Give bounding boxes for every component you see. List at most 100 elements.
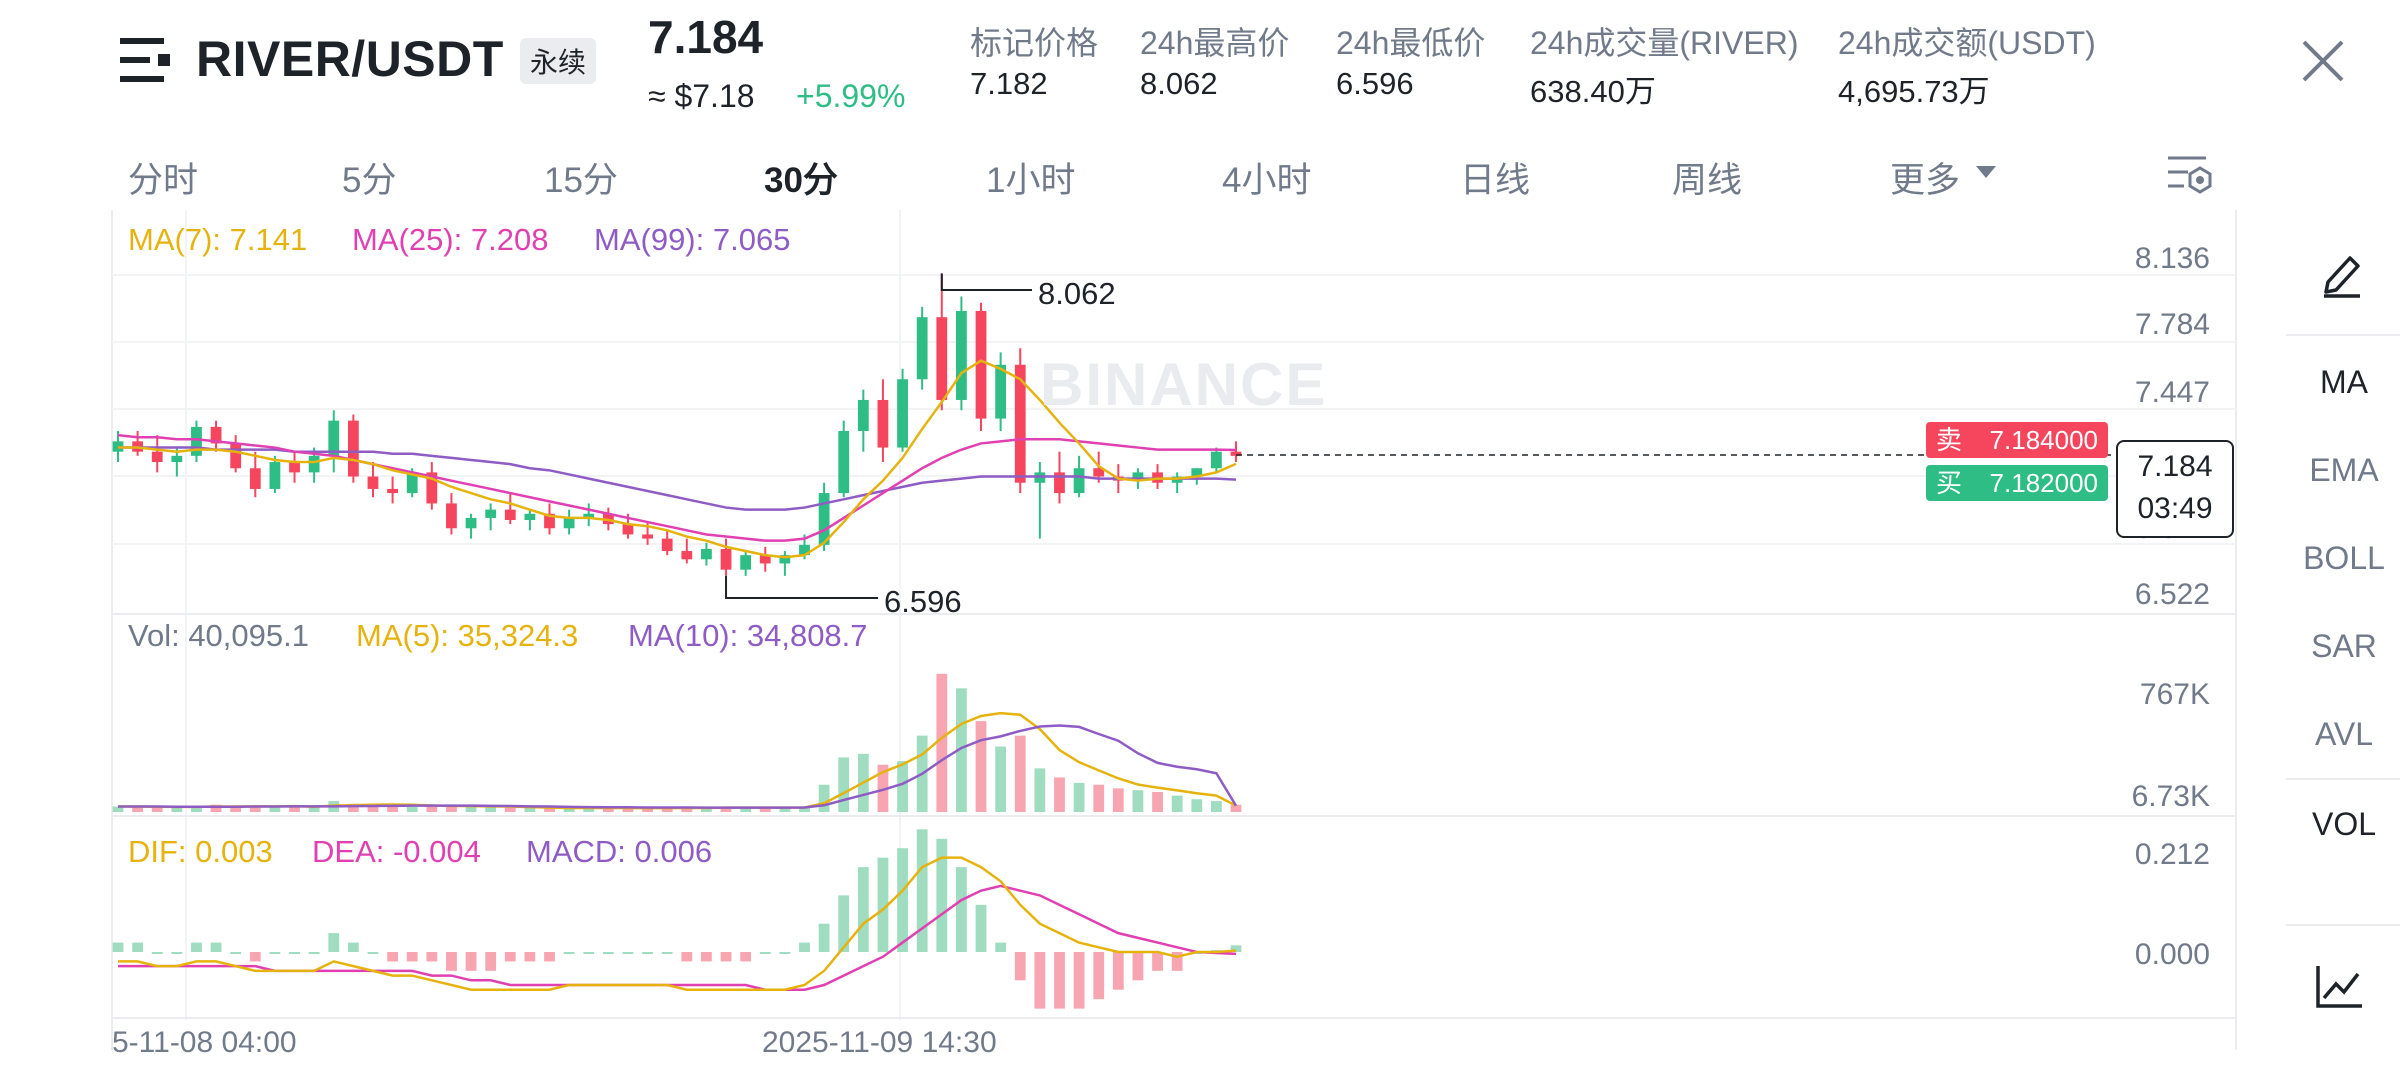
candle-body (857, 399, 869, 432)
macd-histogram-bar (524, 952, 536, 962)
candle-body (269, 462, 281, 489)
macd-histogram-bar (857, 867, 869, 952)
volume-bar (583, 808, 595, 812)
macd-histogram-bar (583, 952, 595, 954)
volume-bar (426, 804, 438, 812)
dif-line (118, 856, 1237, 991)
turnover-24h-value: 4,695.73万 (1838, 74, 1990, 109)
candle-body (328, 420, 340, 456)
macd-histogram-bar (112, 942, 124, 952)
sell-price-tag: 卖 7.184000 (1926, 422, 2108, 458)
volume-bar (406, 806, 418, 812)
volume-bar (622, 808, 634, 812)
candle-body (897, 379, 908, 448)
candle-body (563, 517, 575, 529)
chart-settings-icon[interactable] (2166, 152, 2214, 198)
indicator-avl[interactable]: AVL (2314, 716, 2374, 752)
current-price: 7.184 (2137, 450, 2213, 483)
candle-body (877, 399, 889, 448)
tab-4h[interactable]: 4小时 (1222, 161, 1312, 200)
low-price-marker: 6.596 (884, 584, 962, 619)
vol-ma10-line (118, 724, 1238, 809)
turnover-24h-label: 24h成交额(USDT) (1838, 25, 2096, 61)
volume-24h-value: 638.40万 (1530, 74, 1656, 109)
macd-histogram-bar (720, 952, 732, 962)
candle-body (230, 443, 242, 469)
tab-1d[interactable]: 日线 (1460, 161, 1531, 200)
macd-histogram-bar (485, 952, 497, 971)
candle-body (701, 548, 712, 560)
price-axis-label: 6.522 (2134, 578, 2210, 611)
volume-bar (308, 807, 320, 812)
buy-label: 买 (1936, 468, 1963, 498)
macd-legend: MACD: 0.006 (526, 834, 713, 869)
candle-body (367, 476, 379, 489)
ma99-legend: MA(99): 7.065 (594, 222, 791, 257)
indicator-sar[interactable]: SAR (2311, 628, 2377, 664)
indicator-boll[interactable]: BOLL (2303, 540, 2385, 576)
macd-histogram-bar (210, 942, 222, 952)
volume-bar (446, 805, 457, 812)
volume-bar (1093, 784, 1105, 812)
ma7-legend: MA(7): 7.141 (128, 222, 308, 257)
tab-1w[interactable]: 周线 (1672, 161, 1743, 200)
volume-bar (210, 804, 222, 812)
volume-bar (1210, 801, 1222, 812)
macd-histogram-bar (1034, 952, 1046, 1009)
macd-histogram-bar (151, 952, 163, 954)
macd-histogram-bar (740, 952, 752, 962)
low-24h-value: 6.596 (1336, 66, 1414, 101)
close-icon[interactable] (2300, 38, 2346, 84)
chart-indicator-icon[interactable] (2314, 962, 2366, 1012)
tab-time-share[interactable]: 分时 (128, 161, 199, 200)
chevron-down-icon[interactable] (1976, 166, 1996, 178)
time-axis-label: 2025-11-09 14:30 (762, 1026, 997, 1059)
candle-countdown: 03:49 (2137, 492, 2213, 525)
candle-body (406, 472, 418, 494)
macd-histogram-bar (544, 952, 555, 962)
macd-histogram-bar (308, 952, 320, 954)
macd-histogram-bar (602, 952, 614, 954)
tab-15m[interactable]: 15分 (544, 161, 618, 200)
indicator-ema[interactable]: EMA (2309, 452, 2379, 488)
macd-histogram-bar (426, 952, 438, 962)
macd-histogram-bar (387, 952, 398, 962)
buy-price-tag: 买 7.182000 (1926, 465, 2108, 501)
tab-1h[interactable]: 1小时 (986, 161, 1076, 200)
volume-bar (936, 673, 948, 812)
volume-bar (975, 721, 987, 812)
volume-bar (681, 807, 693, 812)
macd-histogram-bar (818, 923, 830, 952)
draw-pencil-icon[interactable] (2318, 248, 2366, 298)
volume-bar (1191, 799, 1203, 812)
volume-bar (1054, 777, 1065, 812)
macd-histogram-bar (975, 904, 987, 952)
macd-histogram-bar (1073, 952, 1085, 1009)
volume-bar (347, 803, 359, 812)
binance-watermark: BINANCE (1040, 351, 1328, 418)
candle-body (426, 472, 438, 504)
menu-icon[interactable] (120, 38, 174, 82)
price-axis-label: 7.447 (2134, 376, 2210, 409)
indicator-vol[interactable]: VOL (2311, 806, 2377, 842)
volume-bar (642, 808, 653, 812)
macd-histogram-bar (230, 952, 242, 954)
candle-body (544, 513, 555, 529)
macd-histogram-bar (328, 933, 340, 952)
candle-body (759, 555, 771, 564)
tab-30m[interactable]: 30分 (764, 161, 838, 200)
indicator-ma[interactable]: MA (2320, 364, 2368, 400)
volume-bar (563, 808, 575, 812)
candle-body (249, 468, 261, 489)
candle-body (936, 317, 948, 400)
volume-bar (289, 806, 300, 812)
volume-bar (759, 808, 771, 812)
candle-body (171, 455, 183, 463)
symbol-title[interactable]: RIVER/USDT (196, 31, 504, 87)
tab-more[interactable]: 更多 (1890, 161, 1961, 200)
volume-24h-label: 24h成交量(RIVER) (1530, 25, 1799, 61)
kline-chart[interactable] (0, 210, 2240, 1080)
tab-5m[interactable]: 5分 (342, 161, 397, 200)
candle-body (975, 310, 987, 419)
macd-histogram-bar (897, 848, 908, 952)
